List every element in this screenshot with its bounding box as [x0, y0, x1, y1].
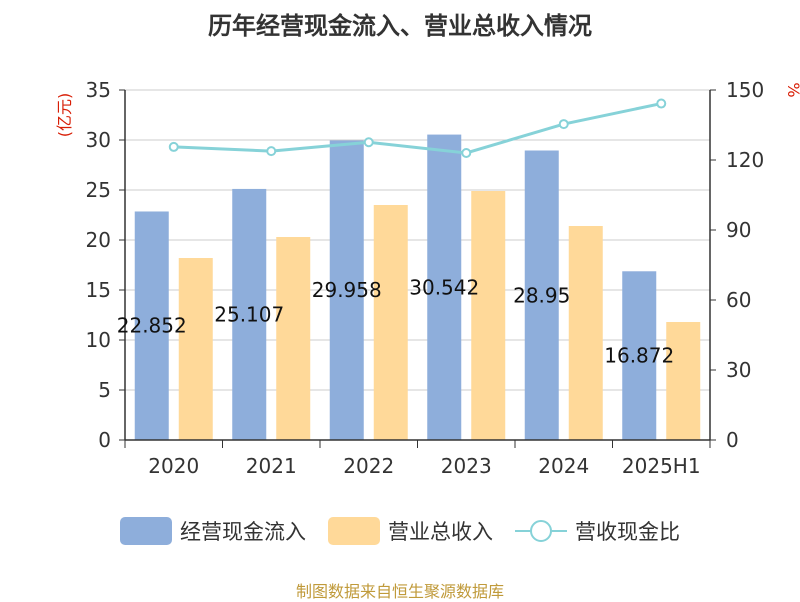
ratio-point: [363, 137, 374, 148]
data-label-cash-inflow: 28.95: [513, 283, 570, 307]
data-label-cash-inflow: 22.852: [117, 314, 187, 338]
left-tick-label: 10: [86, 328, 111, 352]
bar-revenue: [178, 258, 213, 440]
bar-cash-inflow: [524, 150, 559, 440]
ratio-point: [656, 98, 667, 109]
bars: [134, 134, 701, 441]
grid-lines: [125, 89, 710, 391]
legend-item-ratio[interactable]: 营收现金比: [515, 516, 680, 546]
data-labels: 22.852 25.107 29.958 30.542 28.95 16.872: [117, 275, 674, 367]
data-label-cash-inflow: 16.872: [604, 344, 674, 368]
ratio-point: [168, 141, 179, 152]
legend-label-cash-inflow: 经营现金流入: [180, 520, 306, 544]
legend-label-revenue: 营业总收入: [388, 520, 493, 544]
left-axis-unit: (亿元): [55, 93, 74, 138]
bar-cash-inflow: [622, 271, 657, 440]
right-tick-label: 90: [726, 218, 751, 242]
x-tick-label: 2025H1: [622, 454, 701, 478]
right-tick-label: 30: [726, 358, 751, 382]
right-axis-unit: %: [784, 82, 800, 97]
data-label-cash-inflow: 29.958: [312, 278, 382, 302]
right-tick-label: 120: [726, 148, 764, 172]
left-tick-label: 0: [98, 428, 111, 452]
x-tick-label: 2024: [538, 454, 589, 478]
ratio-polyline: [173, 102, 662, 155]
bar-cash-inflow: [232, 188, 267, 440]
x-tick-label: 2021: [246, 454, 297, 478]
right-tick-label: 150: [726, 78, 764, 102]
x-tick-label: 2022: [343, 454, 394, 478]
ratio-point: [461, 148, 472, 158]
source-note: 制图数据来自恒生聚源数据库: [295, 582, 504, 601]
legend-swatch-ratio: [515, 517, 567, 545]
legend-swatch-revenue: [328, 517, 380, 545]
ratio-point: [558, 119, 569, 130]
left-tick-label: 20: [86, 228, 111, 252]
bar-cash-inflow: [329, 140, 364, 441]
chart-title: 历年经营现金流入、营业总收入情况: [208, 12, 592, 40]
left-tick-label: 5: [98, 378, 111, 402]
right-tick-label: 60: [726, 288, 751, 312]
bar-cash-inflow: [134, 211, 169, 440]
x-tick-label: 2023: [441, 454, 492, 478]
x-tick-label: 2020: [148, 454, 199, 478]
legend-item-revenue[interactable]: 营业总收入: [328, 516, 493, 546]
left-tick-label: 35: [86, 78, 111, 102]
bar-revenue: [373, 205, 408, 440]
legend-item-cash-inflow[interactable]: 经营现金流入: [120, 516, 306, 546]
legend: 经营现金流入 营业总收入 营收现金比: [0, 516, 800, 546]
left-tick-label: 30: [86, 128, 111, 152]
bar-revenue: [471, 191, 506, 440]
data-label-cash-inflow: 25.107: [214, 302, 284, 326]
ratio-point: [266, 146, 277, 157]
bar-cash-inflow: [427, 134, 462, 440]
axes: 0 5 10 15 20 25 30 35 0 30 60 90 120 150 (亿元)% 2020 2021…: [55, 78, 800, 478]
data-label-cash-inflow: 30.542: [409, 275, 479, 299]
legend-swatch-cash-inflow: [120, 517, 172, 545]
bar-revenue: [568, 226, 603, 440]
ratio-line: [168, 98, 667, 158]
right-tick-label: 0: [726, 428, 739, 452]
bar-revenue: [666, 322, 701, 440]
left-tick-label: 15: [86, 278, 111, 302]
legend-label-ratio: 营收现金比: [575, 520, 680, 544]
bar-revenue: [276, 237, 311, 440]
left-tick-label: 25: [86, 178, 111, 202]
